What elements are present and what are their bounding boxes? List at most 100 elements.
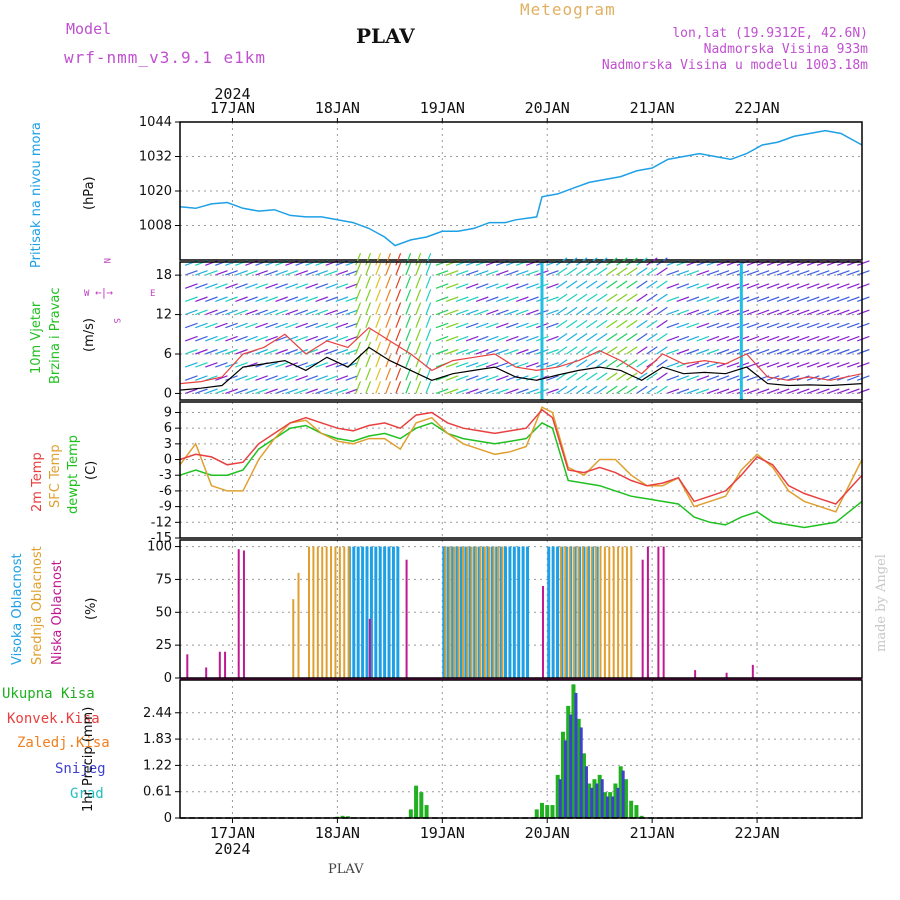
wind-barb: [576, 267, 588, 276]
wind-barb: [295, 270, 309, 276]
wind-barb: [816, 348, 830, 355]
wind-barb: [245, 270, 258, 276]
wind-barb: [666, 270, 680, 276]
wind-barb: [375, 315, 382, 328]
wind-barb: [345, 322, 359, 329]
wind-barb: [285, 283, 299, 289]
wind-barb: [746, 348, 760, 355]
wind-barb: [726, 388, 740, 394]
wind-barb: [395, 315, 402, 328]
wind-barb: [445, 362, 459, 368]
wind-barb: [265, 283, 278, 289]
wind-barb: [355, 252, 362, 266]
wind-barb: [726, 283, 740, 289]
wind-barb: [495, 283, 509, 289]
wind-barb: [806, 309, 820, 316]
top-date-label-2: 19JAN: [420, 99, 465, 117]
wind-barb: [195, 309, 208, 316]
low-cloud-bar: [205, 667, 208, 678]
ytick-label-1-2: 6: [164, 347, 172, 362]
wind-barb: [295, 322, 309, 329]
high-cloud-bar: [468, 546, 472, 678]
model-label: Model: [66, 20, 112, 38]
wind-barb: [335, 375, 349, 381]
wind-barb: [796, 348, 810, 355]
low-cloud-bar: [242, 550, 245, 678]
wind-barb: [285, 388, 299, 394]
wind-barbs: [184, 252, 870, 394]
wind-barb: [235, 283, 248, 289]
wind-barb: [225, 388, 238, 394]
wind-barb: [425, 275, 432, 289]
wind-barb: [335, 296, 349, 302]
wind-barb: [616, 293, 628, 302]
wind-barb: [305, 388, 319, 394]
wind-barb: [756, 270, 770, 276]
wind-barb: [184, 283, 198, 289]
wind-barb: [736, 335, 750, 342]
wind-barb: [596, 359, 608, 368]
wind-barb: [335, 309, 349, 316]
wind-barb: [385, 367, 392, 381]
wind-barb: [856, 388, 870, 394]
wind-barb: [385, 315, 392, 328]
wind-barb: [555, 306, 568, 316]
wind-speed-line: [179, 346, 863, 391]
wind-barb: [265, 362, 278, 368]
high-cloud-bar: [512, 546, 516, 678]
wind-barb: [696, 322, 710, 329]
wind-barb: [616, 346, 628, 355]
panel-frame-2: [179, 401, 863, 539]
wind-barb: [425, 262, 432, 276]
wind-barb: [626, 333, 638, 342]
ytick-label-2-3: 0: [164, 453, 172, 468]
high-cloud-bar: [486, 546, 490, 678]
wind-barb: [636, 280, 648, 289]
wind-barb: [335, 322, 349, 329]
total-precip-bar: [340, 815, 345, 818]
lonlat-label: lon,lat (19.9312E, 42.6N): [672, 26, 868, 41]
low-cloud-bar: [218, 651, 221, 678]
wind-barb: [325, 283, 339, 289]
wind-barb: [776, 309, 790, 316]
snow-bar: [584, 766, 588, 818]
wind-barb: [626, 267, 638, 276]
wind-barb: [555, 385, 568, 394]
wind-barb: [776, 335, 790, 342]
product-title: Meteogram: [520, 0, 616, 19]
wind-barb: [215, 296, 228, 302]
mid-cloud-bar: [492, 546, 495, 678]
dewpt-temp-line: [179, 421, 863, 529]
high-cloud-bar: [526, 546, 530, 678]
total-precip-bar: [581, 753, 586, 818]
wind-barb: [766, 362, 780, 368]
ytick-label-2-4: -3: [159, 468, 172, 483]
wind-barb: [315, 283, 329, 289]
wind-barb: [555, 267, 568, 276]
wind-barb: [235, 335, 248, 342]
wind-barb: [846, 322, 860, 329]
high-cloud-bar: [369, 546, 373, 678]
wind-barb: [355, 367, 362, 381]
wind-barb: [315, 322, 329, 329]
wind-title-line2: Brzina i Pravac: [48, 287, 63, 384]
wind-barb: [195, 388, 208, 394]
legend-conv-precip: Konvek.Kisa: [7, 711, 100, 727]
wind-barb: [215, 375, 228, 381]
wind-barb: [325, 322, 339, 329]
wind-barb: [576, 372, 588, 381]
wind-barb: [315, 296, 329, 302]
wind-barb: [626, 385, 638, 394]
wind-barb: [696, 375, 710, 381]
wind-barb: [836, 322, 850, 329]
wind-barb: [586, 359, 598, 368]
total-precip-bar: [414, 785, 419, 818]
wind-barb: [305, 362, 319, 368]
wind-barb: [726, 375, 740, 381]
wind-barb: [596, 293, 608, 302]
wind-barb: [776, 283, 790, 289]
wind-barb: [586, 267, 598, 276]
wind-barb: [626, 319, 638, 329]
wind-barb: [646, 346, 658, 355]
wind-barb: [495, 296, 509, 302]
